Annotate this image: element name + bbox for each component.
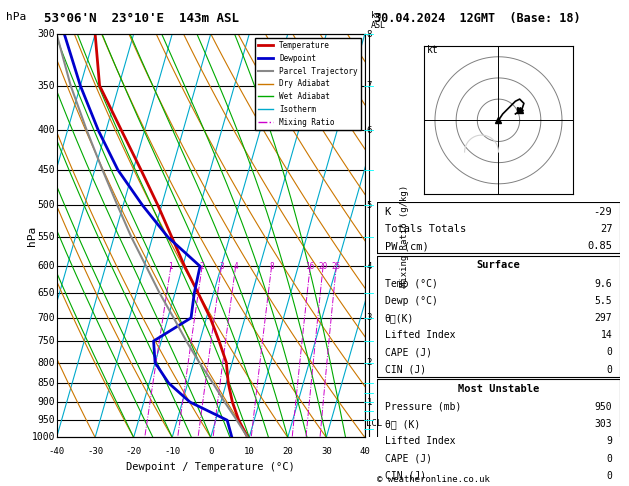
Text: Dewp (°C): Dewp (°C) [385,296,438,306]
Text: 850: 850 [38,378,55,388]
Text: Most Unstable: Most Unstable [458,383,539,394]
Text: 303: 303 [594,419,612,429]
Text: 20: 20 [318,262,328,271]
Text: 0: 0 [208,448,213,456]
Text: Mixing Ratio (g/kg): Mixing Ratio (g/kg) [401,185,409,287]
Text: Totals Totals: Totals Totals [385,224,466,234]
Text: 25: 25 [331,262,341,271]
Text: Surface: Surface [477,260,520,270]
Text: 950: 950 [38,415,55,425]
Text: 4: 4 [233,262,238,271]
Text: θᴇ (K): θᴇ (K) [385,419,420,429]
Text: 550: 550 [38,232,55,242]
Text: 20: 20 [282,448,293,456]
Text: 2: 2 [366,358,372,367]
Text: 400: 400 [38,125,55,136]
Text: 27: 27 [600,224,612,234]
Text: CIN (J): CIN (J) [385,471,426,481]
Text: Pressure (mb): Pressure (mb) [385,402,461,412]
Text: 1: 1 [169,262,173,271]
Text: 8: 8 [366,30,372,38]
Text: 950: 950 [594,402,612,412]
Text: Lifted Index: Lifted Index [385,330,455,340]
Text: 900: 900 [38,397,55,407]
Text: 0: 0 [606,471,612,481]
Text: 3: 3 [219,262,224,271]
Text: 6: 6 [366,126,372,135]
Text: 350: 350 [38,81,55,91]
Text: CAPE (J): CAPE (J) [385,453,431,464]
Text: CIN (J): CIN (J) [385,364,426,375]
Text: 300: 300 [38,29,55,39]
Text: -30: -30 [87,448,103,456]
Text: 3: 3 [366,313,372,322]
Text: 0.85: 0.85 [587,242,612,251]
Text: 53°06'N  23°10'E  143m ASL: 53°06'N 23°10'E 143m ASL [44,12,239,25]
Text: K: K [385,207,391,217]
Text: kt: kt [426,45,438,54]
Text: 297: 297 [594,313,612,323]
Text: hPa: hPa [6,12,26,22]
Text: -40: -40 [48,448,65,456]
Text: 0: 0 [606,364,612,375]
Text: 750: 750 [38,336,55,346]
Text: 7: 7 [366,81,372,90]
Text: Temp (°C): Temp (°C) [385,278,438,289]
Text: PW (cm): PW (cm) [385,242,428,251]
Text: Dewpoint / Temperature (°C): Dewpoint / Temperature (°C) [126,462,295,471]
Legend: Temperature, Dewpoint, Parcel Trajectory, Dry Adiabat, Wet Adiabat, Isotherm, Mi: Temperature, Dewpoint, Parcel Trajectory… [255,38,361,130]
Text: 5: 5 [366,201,372,209]
Text: 2: 2 [200,262,204,271]
Text: -20: -20 [126,448,142,456]
Text: -29: -29 [594,207,612,217]
Text: 600: 600 [38,261,55,271]
Text: 450: 450 [38,165,55,175]
Text: 0: 0 [606,347,612,358]
Text: LCL: LCL [366,418,382,428]
Text: 16: 16 [306,262,314,271]
Text: km
ASL: km ASL [371,11,386,30]
Text: 800: 800 [38,358,55,367]
Text: 30.04.2024  12GMT  (Base: 18): 30.04.2024 12GMT (Base: 18) [374,12,581,25]
Text: 10: 10 [244,448,255,456]
Text: 14: 14 [601,330,612,340]
Text: 650: 650 [38,288,55,298]
Text: 30: 30 [321,448,331,456]
Text: CAPE (J): CAPE (J) [385,347,431,358]
Text: hPa: hPa [27,226,37,246]
Text: 9.6: 9.6 [594,278,612,289]
Text: 4: 4 [366,262,372,271]
Text: 700: 700 [38,313,55,323]
Text: -10: -10 [164,448,181,456]
Text: 500: 500 [38,200,55,210]
Text: © weatheronline.co.uk: © weatheronline.co.uk [377,474,490,484]
Text: Lifted Index: Lifted Index [385,436,455,446]
Text: 0: 0 [606,453,612,464]
Text: 1: 1 [366,398,372,407]
Text: 8: 8 [269,262,274,271]
Text: 40: 40 [359,448,370,456]
Text: 1000: 1000 [31,433,55,442]
Text: 5.5: 5.5 [594,296,612,306]
Text: 9: 9 [606,436,612,446]
Text: θᴇ(K): θᴇ(K) [385,313,414,323]
